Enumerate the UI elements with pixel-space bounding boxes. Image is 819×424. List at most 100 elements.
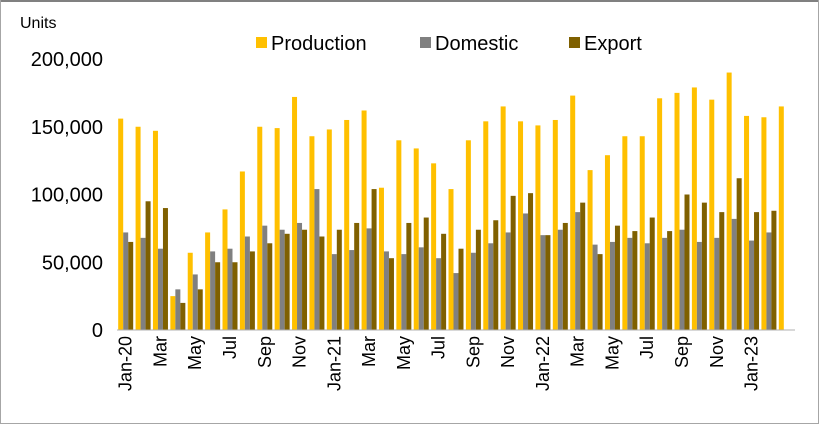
bar-domestic xyxy=(749,240,755,330)
x-tick-label: Sep xyxy=(255,336,275,368)
bar-production xyxy=(170,296,176,331)
x-tick-label: May xyxy=(394,336,414,370)
x-tick-label: Jul xyxy=(637,336,657,359)
bar-export xyxy=(458,248,464,330)
bar-export xyxy=(423,217,429,330)
bar-export xyxy=(475,229,481,330)
bar-export xyxy=(388,258,394,330)
bar-export xyxy=(545,235,551,330)
bar-domestic xyxy=(227,248,233,330)
legend-swatch-domestic xyxy=(420,37,431,48)
bar-export xyxy=(267,243,273,330)
top-border xyxy=(0,0,819,2)
x-tick-label: Jan-22 xyxy=(533,336,553,391)
bar-export xyxy=(180,302,186,330)
bar-export xyxy=(319,236,325,330)
x-tick-label: Sep xyxy=(672,336,692,368)
bar-production xyxy=(431,163,437,330)
bar-domestic xyxy=(297,222,303,330)
x-tick-label: Mar xyxy=(150,336,170,367)
bar-domestic xyxy=(731,218,737,330)
bar-domestic xyxy=(314,189,320,330)
bar-production xyxy=(552,119,558,330)
bar-export xyxy=(197,289,203,330)
bar-production xyxy=(674,92,680,331)
bar-domestic xyxy=(627,237,633,330)
x-tick-label: Jul xyxy=(429,336,449,359)
bar-production xyxy=(604,155,610,330)
bar-production xyxy=(448,189,454,330)
bar-domestic xyxy=(175,289,181,330)
bar-domestic xyxy=(244,236,250,330)
bar-domestic xyxy=(679,229,685,330)
bar-domestic xyxy=(436,258,442,330)
bar-production xyxy=(778,106,784,331)
bar-domestic xyxy=(714,237,720,330)
bar-production xyxy=(622,136,628,330)
bar-domestic xyxy=(453,273,459,330)
bar-production xyxy=(222,209,228,330)
bar-production xyxy=(118,118,124,331)
x-tick-label: Sep xyxy=(463,336,483,368)
x-tick-label: Nov xyxy=(707,336,727,368)
x-tick-label: May xyxy=(602,336,622,370)
x-tick-label: Mar xyxy=(359,336,379,367)
bar-domestic xyxy=(349,250,355,330)
bar-production xyxy=(274,128,280,330)
bar-export xyxy=(162,208,168,330)
legend-label-domestic: Domestic xyxy=(435,33,518,55)
x-tick-label: Jan-21 xyxy=(324,336,344,391)
bar-production xyxy=(187,252,193,330)
y-tick-label: 100,000 xyxy=(31,185,103,207)
bar-export xyxy=(215,262,221,330)
bar-production xyxy=(761,117,767,330)
bar-domestic xyxy=(644,243,650,330)
bar-production xyxy=(205,232,211,330)
bar-production xyxy=(378,187,384,330)
bar-production xyxy=(326,129,332,330)
legend-label-export: Export xyxy=(584,33,642,55)
bar-production xyxy=(361,110,367,331)
bar-export xyxy=(597,254,603,330)
y-axis-label: Units xyxy=(20,15,56,32)
legend-label-production: Production xyxy=(271,33,367,55)
bar-export xyxy=(493,220,499,330)
bar-production xyxy=(239,171,245,330)
bar-production xyxy=(135,126,141,330)
bar-production xyxy=(152,130,158,330)
bar-domestic xyxy=(540,235,546,330)
bars xyxy=(118,72,784,331)
bar-export xyxy=(336,229,342,330)
bar-production xyxy=(709,99,715,331)
bar-domestic xyxy=(123,232,129,330)
bar-production xyxy=(465,140,471,330)
legend: Production Domestic Export xyxy=(256,33,642,55)
bar-domestic xyxy=(696,241,702,330)
bar-production xyxy=(691,87,697,330)
bar-domestic xyxy=(210,251,216,330)
bar-export xyxy=(128,241,134,330)
left-border xyxy=(0,0,1,424)
legend-swatch-production xyxy=(256,37,267,48)
bar-production xyxy=(309,136,315,330)
bar-export xyxy=(562,222,568,330)
x-tick-label: Jul xyxy=(220,336,240,359)
bar-domestic xyxy=(592,244,598,330)
bar-domestic xyxy=(331,254,337,330)
bar-domestic xyxy=(488,243,494,330)
bar-export xyxy=(371,189,377,330)
bar-export xyxy=(510,195,516,330)
bar-domestic xyxy=(418,247,424,330)
bar-export xyxy=(614,225,620,330)
bar-export xyxy=(667,231,673,330)
bar-production xyxy=(413,148,419,330)
bar-domestic xyxy=(366,228,372,331)
bar-export xyxy=(249,251,255,330)
bar-production xyxy=(500,106,506,331)
x-tick-label: Jan-20 xyxy=(116,336,136,391)
bar-production xyxy=(587,170,593,330)
bar-export xyxy=(354,222,360,330)
x-tick-label: Mar xyxy=(568,336,588,367)
y-tick-label: 0 xyxy=(92,320,103,342)
